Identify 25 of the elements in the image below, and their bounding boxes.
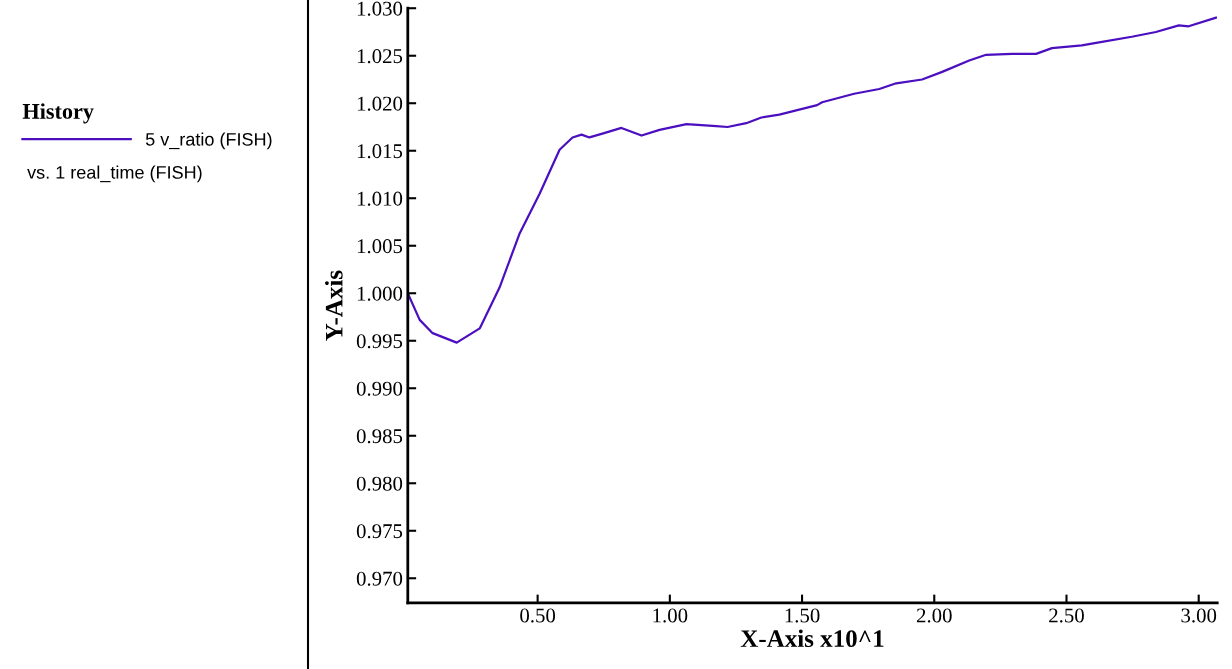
y-tick-label: 1.015 [357, 144, 403, 159]
x-axis-title: X-Axis x10^1 [740, 629, 884, 648]
y-tick-label: 0.975 [356, 524, 403, 539]
line-series [407, 16, 1217, 344]
x-tick-label: 2.00 [916, 608, 952, 623]
y-tick-label: 1.020 [357, 96, 403, 111]
legend-title: History [22, 103, 94, 124]
y-tick-label: 1.005 [357, 239, 403, 254]
x-tick-label: 1.50 [785, 608, 820, 623]
x-tick-label: 1.00 [653, 608, 688, 623]
y-tick-label: 0.970 [356, 571, 403, 586]
x-tick-label: 2.50 [1049, 608, 1084, 623]
y-tick-label: 0.990 [356, 381, 403, 396]
y-tick-label: 0.980 [356, 476, 403, 491]
y-tick-label: 1.030 [357, 1, 403, 16]
text: 5 v_ratio (FISH) [145, 132, 272, 150]
y-tick-label: 1.010 [357, 191, 403, 206]
y-tick-label: 0.985 [356, 429, 403, 444]
y-tick-label: 1.025 [357, 49, 403, 64]
y-tick-label: 1.000 [357, 286, 403, 301]
y-axis-title: Y-Axis [325, 270, 343, 341]
text: vs. 1 real_time (FISH) [27, 165, 202, 183]
y-tick-label: 0.995 [356, 334, 403, 349]
x-tick-label: 0.50 [520, 608, 556, 623]
x-tick-label: 3.00 [1181, 608, 1217, 623]
